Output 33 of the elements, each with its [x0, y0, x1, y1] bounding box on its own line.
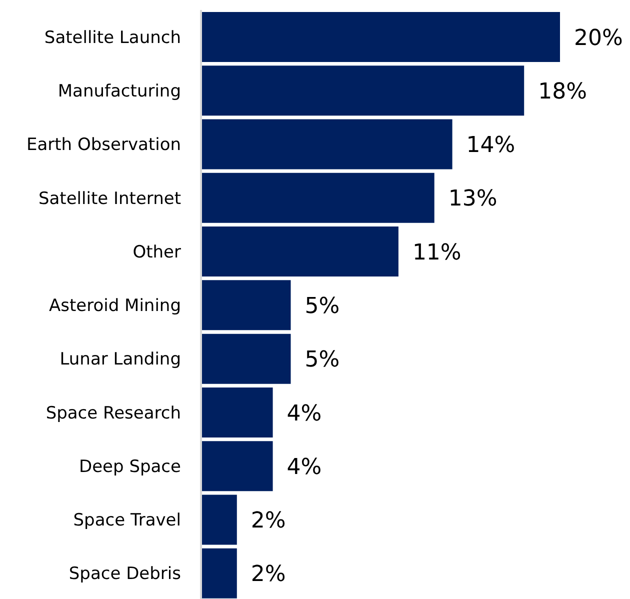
y-tick-label: Space Debris — [68, 564, 182, 584]
y-tick-label: Manufacturing — [58, 81, 181, 102]
y-tick-label: Earth Observation — [26, 135, 181, 156]
bar — [201, 12, 560, 62]
data-label: 5% — [304, 348, 340, 373]
data-label: 5% — [304, 294, 340, 319]
bar — [201, 494, 237, 545]
y-tick-label: Other — [132, 242, 181, 262]
y-tick-label: Deep Space — [78, 456, 181, 477]
bar — [201, 66, 524, 116]
y-tick-label: Satellite Internet — [38, 188, 182, 209]
bar — [201, 387, 273, 438]
bar — [201, 334, 291, 384]
y-tick-label: Asteroid Mining — [49, 296, 181, 316]
data-label: 18% — [538, 79, 588, 104]
data-label: 2% — [250, 562, 286, 588]
data-label: 2% — [250, 508, 286, 534]
data-label: 14% — [466, 133, 516, 158]
y-tick-label: Space Research — [46, 403, 181, 424]
bar — [201, 280, 291, 330]
bar — [201, 172, 434, 223]
bar — [201, 119, 452, 170]
bar — [201, 441, 273, 492]
y-tick-label: Space Travel — [73, 510, 181, 531]
data-label: 11% — [412, 240, 462, 266]
y-tick-label: Satellite Launch — [44, 28, 181, 48]
y-tick-label: Lunar Landing — [60, 350, 181, 370]
data-label: 4% — [286, 401, 322, 426]
data-label: 4% — [286, 454, 322, 480]
data-label: 13% — [448, 186, 498, 212]
bar — [201, 548, 237, 598]
data-label: 20% — [574, 26, 623, 51]
bar — [201, 226, 398, 277]
